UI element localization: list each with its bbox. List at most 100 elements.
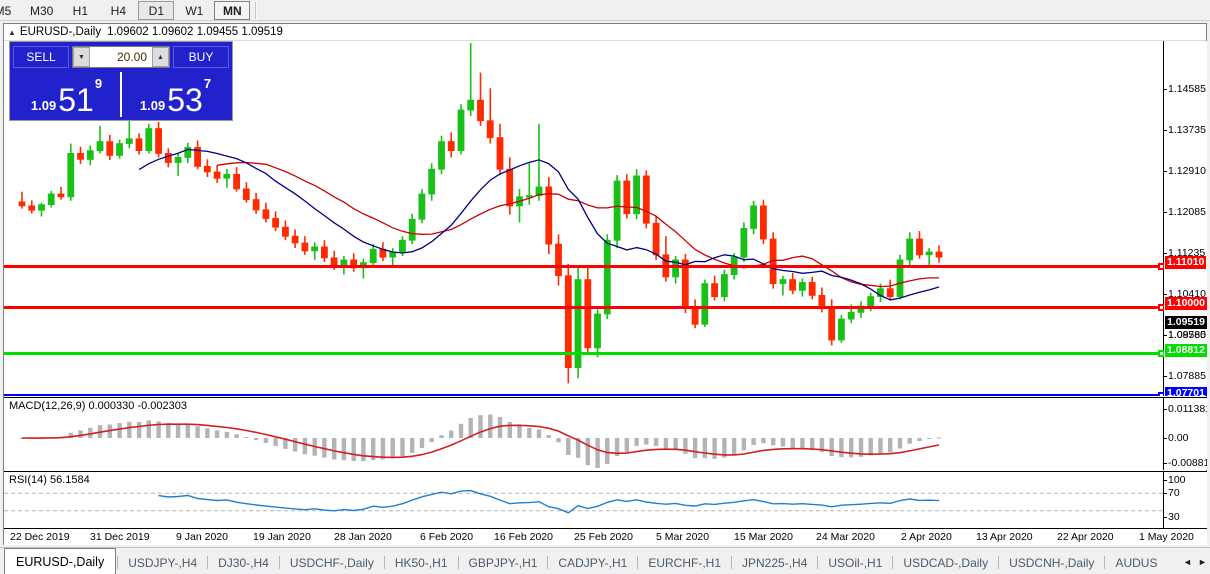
triangle-up-icon[interactable]: ▲: [8, 27, 16, 37]
trade-panel-prices: 1.09 51 9 1.09 53 7: [13, 72, 229, 117]
timeframe-button-d1[interactable]: D1: [138, 1, 175, 20]
rsi-tick: 70: [1164, 487, 1180, 499]
level-line-resistance-1-11010[interactable]: [4, 263, 1164, 270]
timeframe-button-h4[interactable]: H4: [110, 3, 127, 18]
tab-divider: [817, 556, 819, 569]
tab-divider: [383, 556, 385, 569]
date-label: 13 Apr 2020: [976, 531, 1033, 543]
rsi-pane[interactable]: RSI(14) 56.1584 100 70 30: [4, 471, 1207, 528]
tab-divider: [892, 556, 894, 569]
date-label: 9 Jan 2020: [176, 531, 228, 543]
date-label: 28 Jan 2020: [334, 531, 392, 543]
sell-price-button[interactable]: 1.09 51 9: [13, 72, 120, 117]
rsi-tick: 30: [1164, 511, 1180, 523]
date-label: 19 Jan 2020: [253, 531, 311, 543]
macd-plot-area[interactable]: MACD(12,26,9) 0.000330 -0.002303: [4, 398, 1164, 470]
tab-divider: [457, 556, 459, 569]
level-handle-icon[interactable]: [1158, 263, 1164, 270]
rsi-tick: 100: [1164, 474, 1186, 486]
sell-pips: 51: [58, 82, 94, 118]
macd-scale-axis: 0.011381 0.00 -0.00881: [1163, 398, 1207, 470]
tab-divider: [731, 556, 733, 569]
price-scale-axis[interactable]: 1.14585 1.13735 1.12910 1.12085 1.11235 1.104…: [1163, 41, 1207, 396]
date-label: 31 Dec 2019: [90, 531, 150, 543]
sell-fraction: 9: [94, 76, 103, 91]
timeframe-button-h1[interactable]: H1: [72, 3, 89, 18]
symbol-tab-dj30h4[interactable]: DJ30-,H4: [218, 555, 269, 570]
one-click-trading-panel[interactable]: SELL ▼ 20.00 ▲ BUY 1.09 51 9 1.09 53 7: [9, 41, 233, 121]
price-tick: 1.13735: [1164, 124, 1206, 136]
sell-big-figure: 1.09: [30, 98, 57, 113]
tab-divider: [998, 556, 1000, 569]
symbol-tab-usdchfdaily[interactable]: USDCHF-,Daily: [289, 555, 374, 570]
price-tick: 1.07885: [1164, 370, 1206, 382]
volume-value[interactable]: 20.00: [116, 50, 147, 64]
price-tag-1-07701[interactable]: 1.07701: [1165, 387, 1207, 396]
price-tag-1-11010[interactable]: 1.11010: [1165, 256, 1207, 269]
symbol-tab-gbpjpyh1[interactable]: GBPJPY-,H1: [468, 555, 538, 570]
symbol-tab-usdjpyh4[interactable]: USDJPY-,H4: [128, 555, 198, 570]
level-handle-icon[interactable]: [1158, 350, 1164, 357]
price-tag-1-08812[interactable]: 1.08812: [1165, 344, 1207, 357]
level-line-support-1-08812[interactable]: [4, 350, 1164, 357]
candlestick-chart: [18, 43, 943, 384]
price-plot-area[interactable]: [4, 41, 1164, 396]
chart-ohlc-values: 1.09602 1.09602 1.09455 1.09519: [107, 26, 283, 38]
date-label: 5 Mar 2020: [656, 531, 710, 543]
timeframe-button-m5[interactable]: M5: [0, 3, 12, 18]
tab-divider: [207, 556, 209, 569]
volume-increment-icon[interactable]: ▲: [152, 47, 169, 67]
date-label: 25 Feb 2020: [574, 531, 633, 543]
buy-price-button[interactable]: 1.09 53 7: [120, 72, 229, 117]
rsi-chart: [4, 489, 1164, 514]
symbol-tab-hk50h1[interactable]: HK50-,H1: [394, 555, 448, 570]
rsi-plot-area[interactable]: RSI(14) 56.1584: [4, 472, 1164, 528]
buy-fraction: 7: [203, 76, 212, 91]
trade-panel-controls: SELL ▼ 20.00 ▲ BUY: [13, 45, 229, 69]
level-line-support-1-07701[interactable]: [4, 392, 1164, 396]
symbol-tab-usoilh1[interactable]: USOil-,H1: [828, 555, 883, 570]
price-tick: 1.08760: [1164, 329, 1206, 341]
sell-button[interactable]: SELL: [13, 46, 69, 68]
volume-decrement-icon[interactable]: ▼: [73, 47, 90, 67]
level-handle-icon[interactable]: [1158, 392, 1164, 396]
price-tick: 1.12085: [1164, 206, 1206, 218]
date-axis[interactable]: 22 Dec 2019 31 Dec 2019 9 Jan 2020 19 Jan 2…: [4, 528, 1207, 545]
tab-divider: [637, 556, 639, 569]
tab-divider: [117, 556, 119, 569]
timeframe-button-m30[interactable]: M30: [30, 3, 54, 18]
timeframe-button-mn[interactable]: MN: [214, 1, 251, 20]
price-tag-1-10000[interactable]: 1.10000: [1165, 297, 1207, 310]
chart-symbol-label: EURUSD-,Daily: [19, 26, 102, 38]
level-line-resistance-1-10000[interactable]: [4, 304, 1164, 311]
macd-tick: 0.00: [1164, 432, 1189, 444]
symbol-tab-jpn225h4[interactable]: JPN225-,H4: [742, 555, 808, 570]
toolbar-separator: [255, 2, 258, 19]
symbol-tab-usdcaddaily[interactable]: USDCAD-,Daily: [903, 555, 989, 570]
date-label: 24 Mar 2020: [816, 531, 875, 543]
level-handle-icon[interactable]: [1158, 304, 1164, 311]
buy-button[interactable]: BUY: [173, 46, 229, 68]
tab-divider: [547, 556, 549, 569]
symbol-tab-eurchfh1[interactable]: EURCHF-,H1: [648, 555, 722, 570]
rsi-label: RSI(14) 56.1584: [9, 474, 90, 486]
macd-pane[interactable]: MACD(12,26,9) 0.000330 -0.002303 0.01138…: [4, 397, 1207, 470]
date-label: 16 Feb 2020: [494, 531, 553, 543]
timeframe-button-w1[interactable]: W1: [185, 3, 204, 18]
macd-label: MACD(12,26,9) 0.000330 -0.002303: [9, 400, 187, 412]
date-label: 1 May 2020: [1139, 531, 1194, 543]
symbol-tab-eurusddaily[interactable]: EURUSD-,Daily: [4, 548, 117, 574]
price-tick: 1.12910: [1164, 165, 1206, 177]
macd-tick: -0.00881: [1164, 457, 1207, 469]
symbol-tab-cadjpyh1[interactable]: CADJPY-,H1: [558, 555, 628, 570]
volume-stepper[interactable]: ▼ 20.00 ▲: [72, 46, 170, 68]
date-label: 15 Mar 2020: [734, 531, 793, 543]
timeframe-toolbar: M5 M30 H1 H4 D1 W1 MN: [0, 0, 1210, 21]
price-tag-1-09519[interactable]: 1.09519: [1165, 316, 1207, 329]
buy-pips: 53: [167, 82, 203, 118]
chevron-left-icon[interactable]: ◄: [1183, 557, 1192, 567]
chevron-right-icon[interactable]: ►: [1198, 557, 1207, 567]
symbol-tab-audus[interactable]: AUDUS: [1115, 555, 1158, 570]
buy-big-figure: 1.09: [139, 98, 166, 113]
symbol-tab-usdcnhdaily[interactable]: USDCNH-,Daily: [1009, 555, 1095, 570]
